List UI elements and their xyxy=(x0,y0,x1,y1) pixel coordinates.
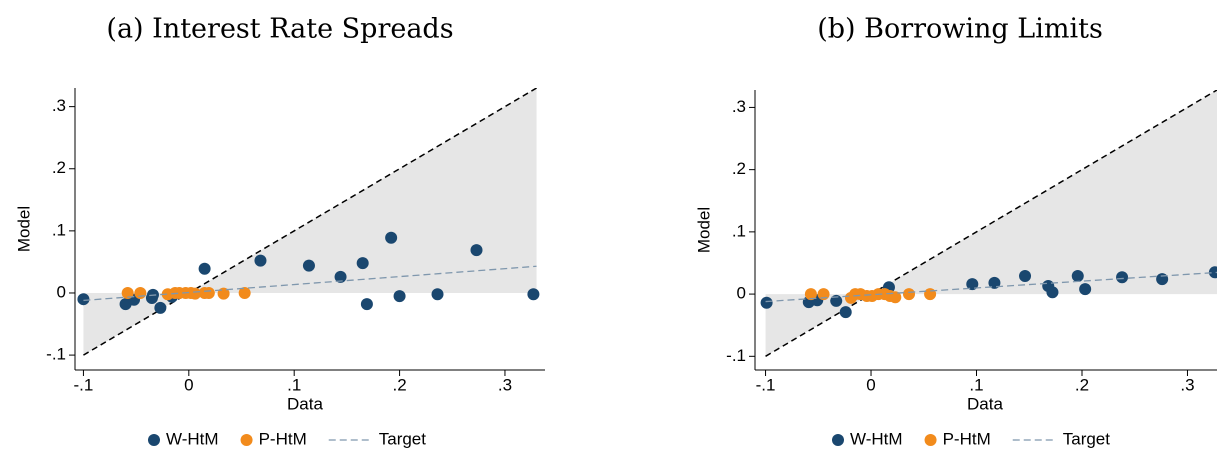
point xyxy=(1019,270,1032,283)
reference-line xyxy=(83,88,537,356)
target-line xyxy=(83,265,537,302)
x-tick-label: 0 xyxy=(866,375,875,394)
point xyxy=(839,306,852,319)
target-line xyxy=(765,271,1217,303)
x-tick-label: .1 xyxy=(287,375,301,394)
plot-area xyxy=(760,90,1217,357)
y-tick-label: .3 xyxy=(52,96,66,115)
point xyxy=(988,276,1001,289)
x-tick-label: .1 xyxy=(969,375,983,394)
point xyxy=(238,286,251,299)
point xyxy=(804,288,817,301)
y-axis-label: Model xyxy=(14,206,33,252)
point xyxy=(1071,270,1084,283)
y-tick-label: 0 xyxy=(57,282,66,301)
legend-label: W-HtM xyxy=(166,429,219,448)
point xyxy=(1208,266,1217,279)
x-tick-label: 0 xyxy=(184,375,193,394)
point xyxy=(134,286,147,299)
point xyxy=(334,270,347,283)
point xyxy=(431,288,444,301)
point xyxy=(889,291,902,304)
y-tick-label: .1 xyxy=(52,220,66,239)
x-tick-label: .2 xyxy=(1075,375,1089,394)
y-tick-label: -.1 xyxy=(46,345,66,364)
legend-label: P-HtM xyxy=(943,429,991,448)
point xyxy=(121,286,134,299)
legend-label: Target xyxy=(379,429,427,448)
point xyxy=(924,288,937,301)
y-tick-label: .2 xyxy=(52,158,66,177)
point xyxy=(198,262,211,275)
point xyxy=(302,259,315,272)
x-tick-label: -.1 xyxy=(756,375,776,394)
point xyxy=(254,254,267,267)
point xyxy=(470,244,483,257)
y-axis-label: Model xyxy=(694,207,713,253)
legend-swatch xyxy=(148,434,160,446)
y-tick-label: 0 xyxy=(737,284,746,303)
point xyxy=(393,290,406,303)
legend-label: W-HtM xyxy=(850,429,903,448)
point xyxy=(527,288,540,301)
title: (a) Interest Rate Spreads xyxy=(106,14,453,45)
legend-label: Target xyxy=(1063,429,1111,448)
point xyxy=(385,231,398,244)
legend-swatch xyxy=(832,434,844,446)
reference-line xyxy=(765,90,1217,357)
point xyxy=(356,257,369,270)
point xyxy=(77,293,90,306)
point xyxy=(830,294,843,307)
legend-swatch xyxy=(240,434,253,446)
y-tick-label: -.1 xyxy=(726,346,746,365)
x-axis-label: Data xyxy=(287,394,323,413)
x-tick-label: -.1 xyxy=(74,375,94,394)
point xyxy=(1046,286,1059,299)
point xyxy=(1116,271,1129,284)
point xyxy=(154,301,167,314)
y-tick-label: .3 xyxy=(732,97,746,116)
plot-area xyxy=(77,88,540,356)
point xyxy=(1079,283,1092,296)
title: (b) Borrowing Limits xyxy=(817,14,1103,45)
x-tick-label: .2 xyxy=(392,375,406,394)
point xyxy=(1156,273,1169,286)
y-tick-label: .1 xyxy=(732,221,746,240)
x-tick-label: .3 xyxy=(1180,375,1194,394)
point xyxy=(966,278,979,291)
x-axis-label: Data xyxy=(967,394,1003,413)
legend-label: P-HtM xyxy=(259,429,307,448)
point xyxy=(202,286,215,299)
y-tick-label: .2 xyxy=(732,159,746,178)
point xyxy=(189,287,202,300)
point xyxy=(760,296,773,309)
legend-swatch xyxy=(924,434,937,446)
point xyxy=(360,298,373,311)
point xyxy=(903,288,915,301)
x-tick-label: .3 xyxy=(498,375,512,394)
